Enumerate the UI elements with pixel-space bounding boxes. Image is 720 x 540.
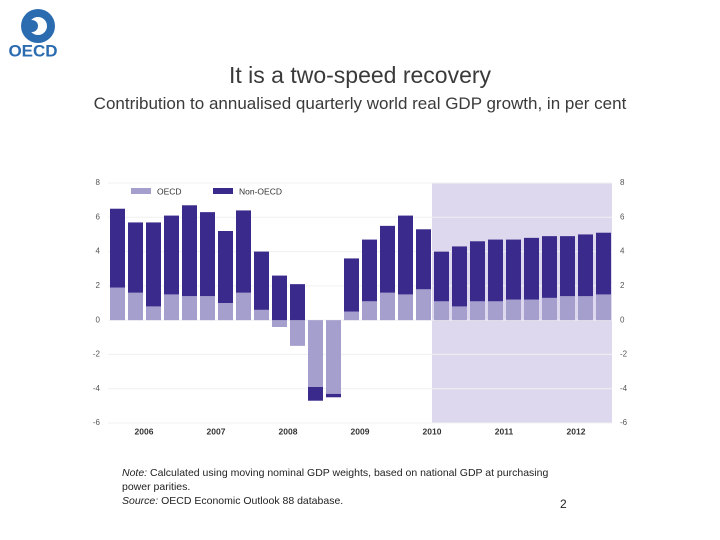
bar-segment <box>128 222 143 293</box>
bar-segment <box>308 320 323 387</box>
bar-segment <box>290 284 305 321</box>
y2-tick-label: 8 <box>620 178 625 187</box>
bar-segment <box>272 320 287 327</box>
chart-subtitle: Contribution to annualised quarterly wor… <box>93 94 627 113</box>
bar-segment <box>344 311 359 321</box>
bar-segment <box>146 306 161 321</box>
note-text: Calculated using moving nominal GDP weig… <box>122 467 549 493</box>
bar-segment <box>164 215 179 295</box>
y-tick-label: 6 <box>96 212 101 221</box>
bar-segment <box>182 205 197 297</box>
bar-segment <box>524 299 539 321</box>
bar-segment <box>362 239 377 302</box>
note-label: Note: <box>122 467 148 479</box>
x-tick-label: 2008 <box>279 426 298 436</box>
x-tick-label: 2009 <box>351 426 370 436</box>
bar-segment <box>254 251 269 310</box>
bar-segment <box>470 241 485 302</box>
bar-segment <box>488 301 503 321</box>
bar-segment <box>182 296 197 321</box>
logo-text: OECD <box>8 41 57 60</box>
legend-label: Non-OECD <box>239 186 282 196</box>
bar-segment <box>236 292 251 321</box>
bar-segment <box>344 258 359 312</box>
bar-segment <box>218 231 233 303</box>
page-number: 2 <box>560 497 567 511</box>
y-tick-label: -6 <box>93 418 101 427</box>
chart-title: It is a two-speed recovery <box>228 62 492 88</box>
legend-label: OECD <box>157 186 182 196</box>
bar-segment <box>452 246 467 307</box>
source-label: Source: <box>122 495 159 507</box>
bar-segment <box>416 289 431 321</box>
bar-segment <box>542 297 557 321</box>
y-tick-label: 4 <box>96 247 101 256</box>
y2-tick-label: -4 <box>620 384 628 393</box>
bar-segment <box>416 229 431 290</box>
y-tick-label: 8 <box>96 178 101 187</box>
bar-segment <box>578 234 593 297</box>
y2-tick-label: -2 <box>620 350 628 359</box>
bar-segment <box>200 212 215 297</box>
source-text: OECD Economic Outlook 88 database. <box>161 495 344 507</box>
bar-segment <box>380 292 395 321</box>
bar-segment <box>362 301 377 321</box>
x-tick-label: 2012 <box>567 426 586 436</box>
bar-segment <box>506 299 521 321</box>
bar-segment <box>164 294 179 321</box>
bar-segment <box>488 239 503 302</box>
footnote: Note: Calculated using moving nominal GD… <box>122 466 562 508</box>
y-tick-label: -4 <box>93 384 101 393</box>
bar-segment <box>398 294 413 321</box>
x-tick-label: 2011 <box>495 426 514 436</box>
bar-segment <box>272 275 287 321</box>
x-tick-label: 2007 <box>207 426 226 436</box>
bar-segment <box>560 296 575 321</box>
bar-segment <box>560 236 575 297</box>
bar-segment <box>308 387 323 401</box>
y2-tick-label: 0 <box>620 315 625 324</box>
chart: -6 -6 -4 -4 -2 -2 0 0 2 2 4 4 6 6 8 8 2006 2007 2008 2009 20… <box>93 178 628 436</box>
bar-segment <box>128 292 143 321</box>
bar-segment <box>110 287 125 321</box>
bar-segment <box>380 225 395 293</box>
bar-segment <box>596 294 611 321</box>
bar-segment <box>254 309 269 321</box>
bar-segment <box>110 208 125 288</box>
legend-swatch <box>213 188 233 194</box>
logo-dot <box>26 20 38 32</box>
bar-segment <box>146 222 161 307</box>
logo: OECD <box>8 9 58 60</box>
bar-segment <box>218 303 233 321</box>
bar-segment <box>326 320 341 394</box>
y-tick-label: 0 <box>96 315 101 324</box>
bar-segment <box>506 239 521 300</box>
legend-swatch <box>131 188 151 194</box>
bar-segment <box>434 251 449 302</box>
bar-segment <box>578 296 593 321</box>
bar-segment <box>200 296 215 321</box>
y2-tick-label: 6 <box>620 212 625 221</box>
y-tick-label: 2 <box>96 281 101 290</box>
bar-segment <box>470 301 485 321</box>
y-tick-label: -2 <box>93 350 101 359</box>
bar-segment <box>542 236 557 298</box>
bar-segment <box>398 215 413 295</box>
bar-segment <box>434 301 449 321</box>
bar-segment <box>452 306 467 321</box>
bar-segment <box>524 237 539 300</box>
x-tick-label: 2010 <box>423 426 442 436</box>
y2-tick-label: 4 <box>620 247 625 256</box>
bar-segment <box>290 320 305 346</box>
bar-segment <box>326 393 341 398</box>
bar-segment <box>236 210 251 293</box>
y2-tick-label: 2 <box>620 281 625 290</box>
bar-segment <box>596 232 611 295</box>
y2-tick-label: -6 <box>620 418 628 427</box>
x-tick-label: 2006 <box>135 426 154 436</box>
